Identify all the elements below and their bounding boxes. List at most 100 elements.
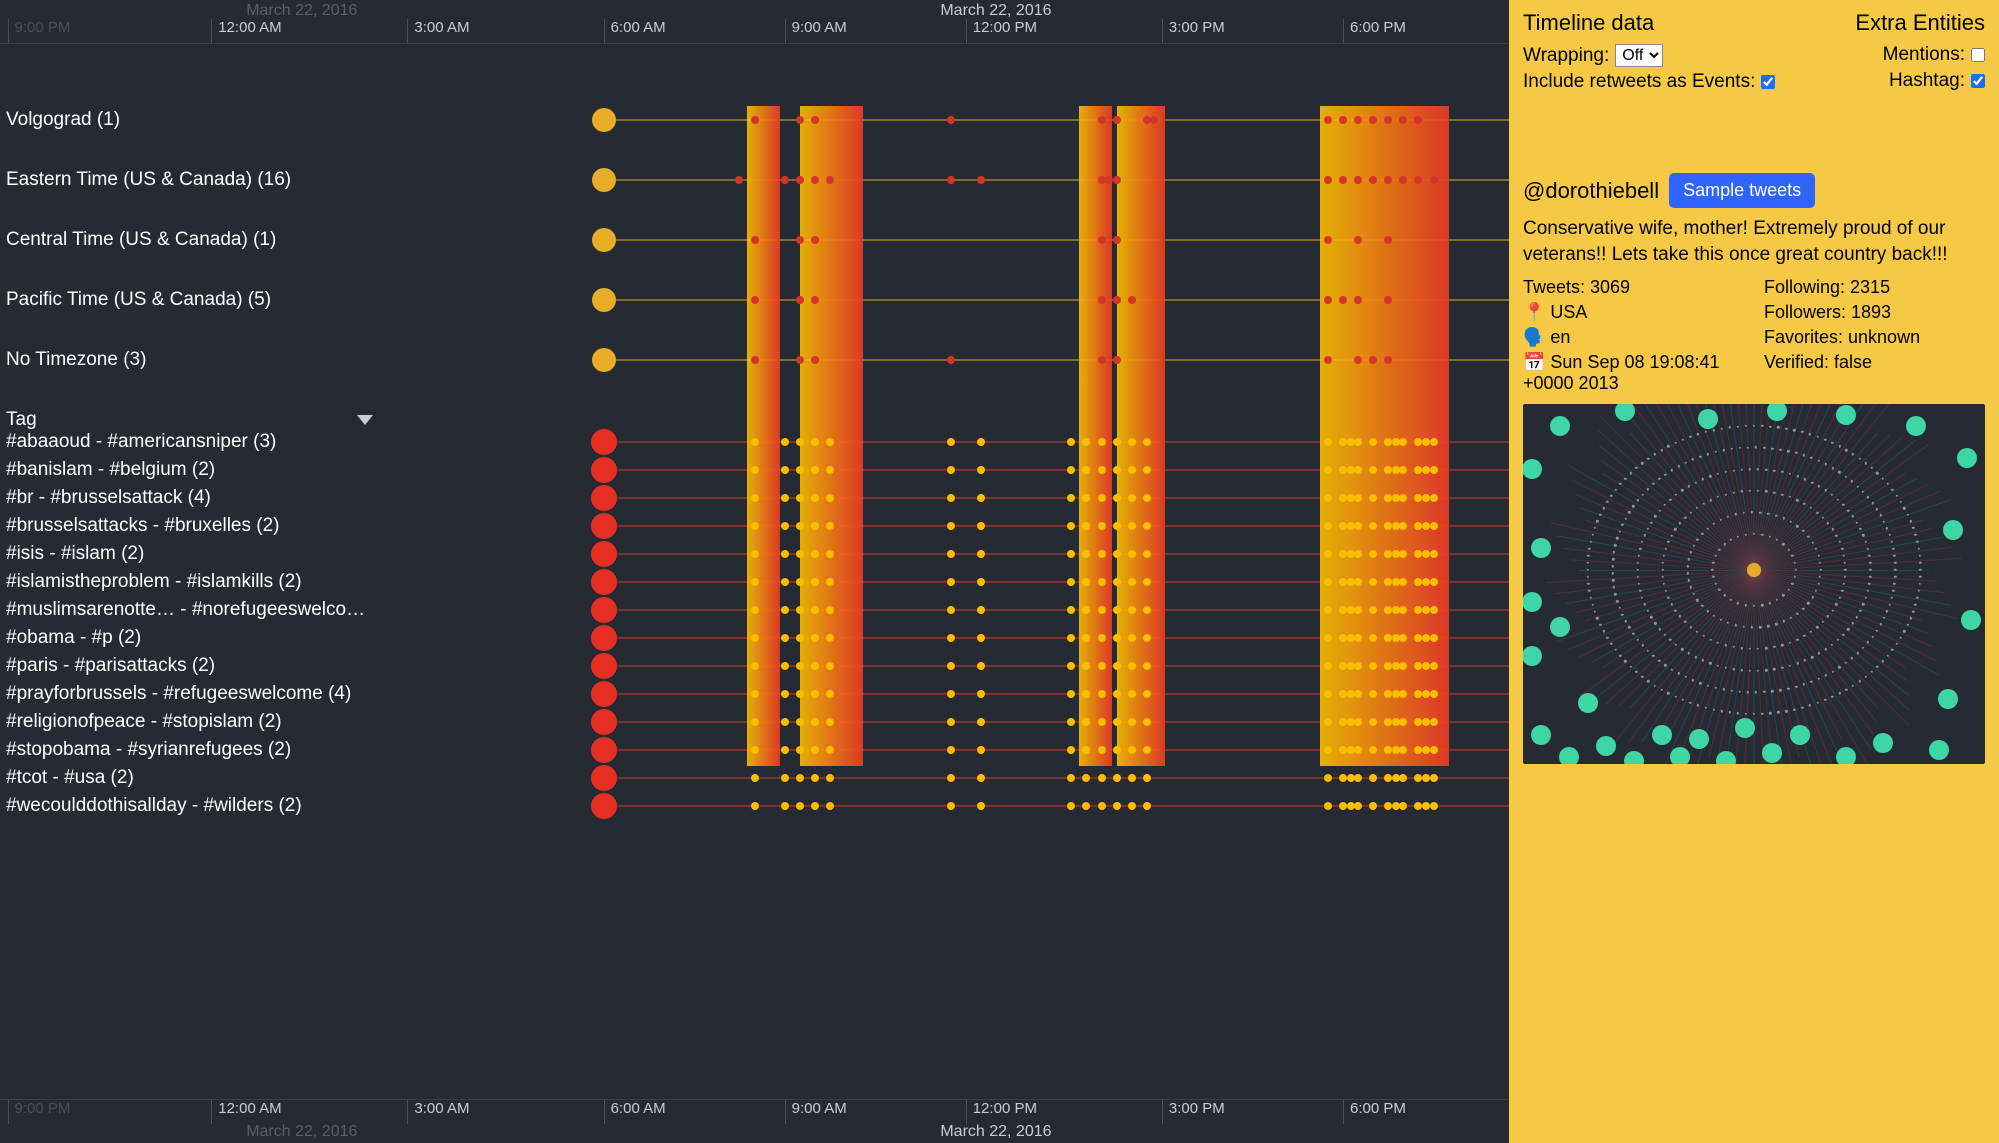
event-dot[interactable] [1354,718,1362,726]
track-head[interactable] [592,228,616,252]
event-dot[interactable] [1098,522,1106,530]
event-dot[interactable] [811,718,819,726]
event-dot[interactable] [1082,550,1090,558]
event-dot[interactable] [977,438,985,446]
event-dot[interactable] [1098,356,1106,364]
event-dot[interactable] [1098,438,1106,446]
event-dot[interactable] [1082,494,1090,502]
event-dot[interactable] [1082,718,1090,726]
track-head[interactable] [591,681,617,707]
event-dot[interactable] [1354,296,1362,304]
event-dot[interactable] [947,606,955,614]
event-dot[interactable] [1067,690,1075,698]
event-dot[interactable] [1098,578,1106,586]
event-dot[interactable] [751,116,759,124]
event-dot[interactable] [751,356,759,364]
event-dot[interactable] [1067,550,1075,558]
event-dot[interactable] [1399,578,1407,586]
event-dot[interactable] [1067,522,1075,530]
event-dot[interactable] [1082,578,1090,586]
event-dot[interactable] [1082,438,1090,446]
event-dot[interactable] [1430,774,1438,782]
event-dot[interactable] [977,690,985,698]
event-dot[interactable] [1324,718,1332,726]
event-dot[interactable] [1354,438,1362,446]
event-dot[interactable] [1143,578,1151,586]
event-dot[interactable] [1399,494,1407,502]
event-dot[interactable] [1098,296,1106,304]
event-dot[interactable] [1369,634,1377,642]
event-dot[interactable] [1324,690,1332,698]
event-dot[interactable] [947,662,955,670]
event-dot[interactable] [751,634,759,642]
event-dot[interactable] [1369,176,1377,184]
event-dot[interactable] [1324,802,1332,810]
event-dot[interactable] [781,494,789,502]
event-dot[interactable] [826,176,834,184]
event-dot[interactable] [826,494,834,502]
event-dot[interactable] [1128,550,1136,558]
event-dot[interactable] [1354,690,1362,698]
event-dot[interactable] [1098,494,1106,502]
event-dot[interactable] [1082,662,1090,670]
event-dot[interactable] [1128,296,1136,304]
event-dot[interactable] [1128,718,1136,726]
event-dot[interactable] [977,176,985,184]
event-dot[interactable] [1098,236,1106,244]
event-dot[interactable] [1324,116,1332,124]
event-dot[interactable] [1113,774,1121,782]
track-head[interactable] [592,108,616,132]
event-dot[interactable] [751,578,759,586]
event-dot[interactable] [1384,296,1392,304]
event-dot[interactable] [1354,746,1362,754]
event-dot[interactable] [751,296,759,304]
event-dot[interactable] [1113,690,1121,698]
track-head[interactable] [591,429,617,455]
event-dot[interactable] [1399,718,1407,726]
event-dot[interactable] [796,746,804,754]
event-dot[interactable] [796,116,804,124]
event-dot[interactable] [811,774,819,782]
event-dot[interactable] [1143,466,1151,474]
event-dot[interactable] [826,802,834,810]
event-dot[interactable] [1354,634,1362,642]
track-head[interactable] [591,793,617,819]
event-dot[interactable] [1082,774,1090,782]
event-dot[interactable] [1067,718,1075,726]
event-dot[interactable] [1128,578,1136,586]
event-dot[interactable] [1324,634,1332,642]
event-dot[interactable] [811,236,819,244]
event-dot[interactable] [1082,634,1090,642]
event-dot[interactable] [796,466,804,474]
event-dot[interactable] [1113,634,1121,642]
event-dot[interactable] [1430,718,1438,726]
event-dot[interactable] [947,718,955,726]
event-dot[interactable] [1128,522,1136,530]
event-dot[interactable] [811,176,819,184]
track-head[interactable] [592,168,616,192]
event-dot[interactable] [1430,802,1438,810]
event-dot[interactable] [947,494,955,502]
event-dot[interactable] [1430,662,1438,670]
event-dot[interactable] [1098,802,1106,810]
event-dot[interactable] [826,550,834,558]
event-dot[interactable] [1414,176,1422,184]
event-dot[interactable] [1369,550,1377,558]
event-dot[interactable] [751,494,759,502]
event-dot[interactable] [811,690,819,698]
event-dot[interactable] [1143,718,1151,726]
track-head[interactable] [592,288,616,312]
event-dot[interactable] [1369,718,1377,726]
event-dot[interactable] [947,746,955,754]
event-dot[interactable] [977,718,985,726]
event-dot[interactable] [781,634,789,642]
event-dot[interactable] [1150,116,1158,124]
event-dot[interactable] [977,774,985,782]
event-dot[interactable] [811,466,819,474]
event-dot[interactable] [811,522,819,530]
event-dot[interactable] [1354,662,1362,670]
event-dot[interactable] [1354,494,1362,502]
event-dot[interactable] [977,802,985,810]
event-dot[interactable] [977,466,985,474]
event-dot[interactable] [1384,236,1392,244]
